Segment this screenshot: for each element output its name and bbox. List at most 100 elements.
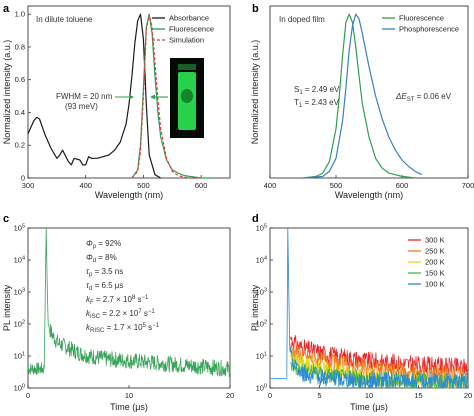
x-tick-label-b-1: 500: [330, 181, 343, 190]
xlabel-c: Time (μs): [110, 402, 148, 412]
s1-energy: S1 = 2.49 eV: [294, 85, 340, 96]
x-tick-label-c-2: 20: [226, 391, 234, 400]
x-tick-label-d-2: 10: [365, 391, 373, 400]
x-tick-label-a-0: 300: [22, 181, 35, 190]
x-tick-label-c-1: 10: [125, 391, 133, 400]
panel-a: a In dilute toluene Wavelength (nm) Norm…: [2, 3, 231, 200]
panel-letter-a: a: [3, 3, 10, 15]
panel-letter-b: b: [252, 3, 259, 15]
panel-letter-c: c: [3, 213, 9, 225]
note-b: In doped film: [279, 15, 325, 24]
legend-label-d-1: 250 K: [425, 247, 445, 256]
plot-frame-a: [27, 5, 231, 179]
param-5: kISC = 2.2 × 107 s−1: [86, 309, 155, 320]
series-b-phosphorescence: [302, 13, 423, 179]
params-c: Φp = 92% Φd = 8% τp = 3.5 ns τd = 6.5 μs kF …: [86, 239, 160, 334]
fwhm-annotation: FWHM = 20 nm (93 meV): [56, 92, 168, 111]
cuvette-shadow: [181, 89, 193, 103]
series-a-absorbance: [27, 13, 162, 179]
panel-d: d Time (μs) PL intensity 0 5 10 15 20 100 101 1…: [250, 213, 472, 412]
fwhm-label: FWHM = 20 nm: [56, 92, 113, 101]
y-tick-label-a-4: 0.8: [15, 42, 25, 51]
y-tick-label-c-1: 101: [14, 352, 25, 361]
series-c-decay: [27, 227, 231, 377]
xlabel-a: Wavelength (nm): [95, 190, 163, 200]
ticks-c: 0 10 20 100 101 102 103 104 105: [14, 224, 235, 401]
x-tick-label-d-4: 20: [464, 391, 472, 400]
param-6: kRISC = 1.7 × 105 s−1: [86, 323, 160, 334]
ylabel-d: PL intensity: [250, 284, 260, 331]
panel-b: b In doped film Wavelength (nm) Normaliz…: [250, 3, 474, 200]
cuvette-photo: [170, 58, 204, 138]
legend-a: Absorbance Fluorescence Simulation: [152, 14, 214, 45]
ylabel-b: Normalized intensity (a.u.): [250, 40, 260, 145]
ticks-d: 0 5 10 15 20 100 101 102 103 104 105: [256, 224, 473, 401]
y-tick-label-d-3: 103: [256, 288, 267, 297]
series-b: [302, 13, 423, 179]
param-2: τp = 3.5 ns: [86, 267, 123, 278]
y-tick-label-c-5: 105: [14, 224, 25, 233]
xlabel-d: Time (μs): [350, 402, 388, 412]
x-tick-label-d-0: 0: [268, 391, 272, 400]
series-d-100k: [270, 227, 468, 389]
panel-c: c Time (μs) PL intensity 0 10 20 100 101 102 1…: [2, 213, 234, 412]
note-a: In dilute toluene: [36, 15, 93, 24]
legend-d: 300 K 250 K 200 K 150 K 100 K: [408, 236, 445, 289]
y-tick-label-d-4: 104: [256, 256, 267, 265]
ticks-a: 300 400 500 600 0 0.2 0.4 0.6 0.8 1.0: [15, 10, 208, 190]
ylabel-c: PL intensity: [2, 284, 12, 331]
y-tick-label-c-3: 103: [14, 288, 25, 297]
x-tick-label-b-0: 400: [264, 181, 277, 190]
param-4: kF = 2.7 × 108 s−1: [86, 295, 149, 306]
x-tick-label-d-1: 5: [317, 391, 321, 400]
series-d: [270, 227, 468, 389]
y-tick-label-a-1: 0.2: [15, 141, 25, 150]
x-tick-label-a-1: 400: [79, 181, 92, 190]
fwhm-arrowhead-right: [150, 94, 155, 100]
y-tick-label-a-2: 0.4: [15, 108, 25, 117]
x-tick-label-b-3: 700: [462, 181, 474, 190]
series-a: [27, 13, 213, 179]
fwhm-arrowhead-left: [129, 94, 134, 100]
param-3: τd = 6.5 μs: [86, 281, 123, 292]
ticks-b: 400 500 600 700: [264, 175, 474, 190]
y-tick-label-d-2: 102: [256, 320, 267, 329]
series-d-300k: [289, 335, 468, 376]
legend-label-d-2: 200 K: [425, 258, 445, 267]
t1-energy: T1 = 2.43 eV: [294, 98, 340, 109]
legend-label-d-3: 150 K: [425, 269, 445, 278]
param-1: Φd = 8%: [86, 253, 117, 264]
y-tick-label-a-0: 0: [21, 174, 25, 183]
param-0: Φp = 92%: [86, 239, 121, 250]
plot-frame-b: [269, 5, 469, 179]
y-tick-label-c-0: 100: [14, 384, 25, 393]
y-tick-label-a-5: 1.0: [15, 10, 25, 19]
x-tick-label-a-2: 500: [137, 181, 150, 190]
series-c: [27, 227, 231, 377]
legend-label-d-4: 100 K: [425, 280, 445, 289]
x-tick-label-c-0: 0: [26, 391, 30, 400]
legend-label-d-0: 300 K: [425, 236, 445, 245]
legend-label-a-1: Fluorescence: [169, 25, 214, 34]
y-tick-label-d-1: 101: [256, 352, 267, 361]
y-tick-label-a-3: 0.6: [15, 75, 25, 84]
y-tick-label-c-2: 102: [14, 320, 25, 329]
fwhm-energy: (93 meV): [65, 102, 98, 111]
legend-b: Fluorescence Phosphorescence: [382, 14, 459, 34]
x-tick-label-a-3: 600: [195, 181, 208, 190]
series-a-simulation: [131, 13, 202, 179]
series-a-fluorescence: [131, 13, 213, 179]
series-b-fluorescence: [302, 13, 416, 179]
y-tick-label-d-5: 105: [256, 224, 267, 233]
x-tick-label-b-2: 600: [396, 181, 409, 190]
xlabel-b: Wavelength (nm): [335, 190, 403, 200]
legend-label-b-0: Fluorescence: [399, 14, 444, 23]
legend-label-b-1: Phosphorescence: [399, 25, 459, 34]
legend-label-a-2: Simulation: [169, 36, 204, 45]
cuvette-cap: [178, 64, 196, 70]
y-tick-label-d-0: 100: [256, 384, 267, 393]
x-tick-label-d-3: 15: [414, 391, 422, 400]
delta-est: ΔEST = 0.06 eV: [395, 92, 452, 103]
legend-label-a-0: Absorbance: [169, 14, 209, 23]
